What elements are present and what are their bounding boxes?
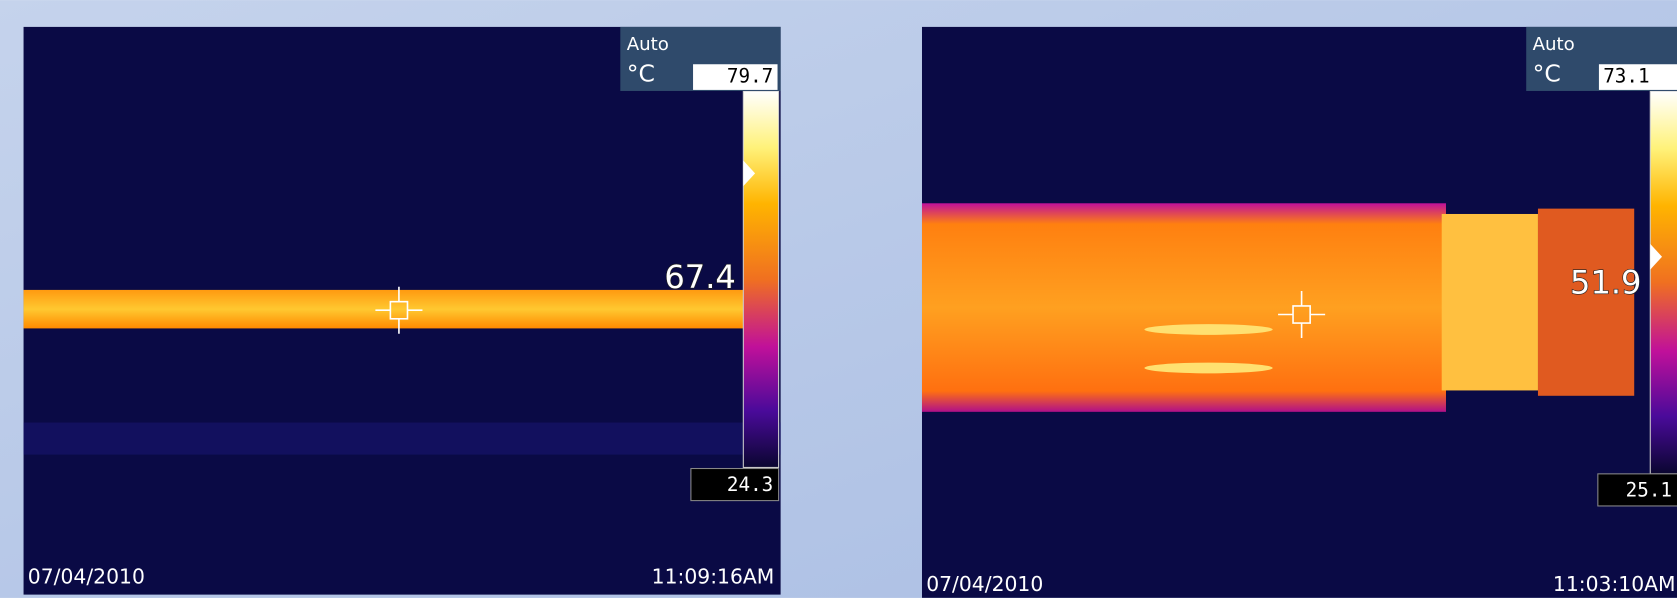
date: 07/04/2010 [926,572,1043,596]
mode: Auto [1533,34,1575,55]
thermal-image-1: Auto °C 79.7 24.3 67.4 07/04/2010 11:09:… [24,27,781,595]
unit: °C [1533,59,1561,87]
range-min: 25.1 [1626,478,1672,501]
mode: Auto [627,34,669,55]
unit: °C [627,59,655,87]
screen: Auto °C 79.7 24.3 67.4 07/04/2010 11:09:… [0,0,1677,598]
time: 11:09:16AM [652,565,775,589]
time: 11:03:10AM [1553,572,1676,596]
range-max: 79.7 [727,65,773,88]
spot-temperature: 51.9 [1570,264,1641,302]
range-max: 73.1 [1603,65,1649,88]
thermal-image-2: Auto °C 73.1 25.1 51.9 07/04/2010 11:03:… [922,27,1677,598]
date: 07/04/2010 [28,565,145,589]
range-min: 24.3 [727,473,773,496]
spot-temperature: 67.4 [664,258,735,296]
